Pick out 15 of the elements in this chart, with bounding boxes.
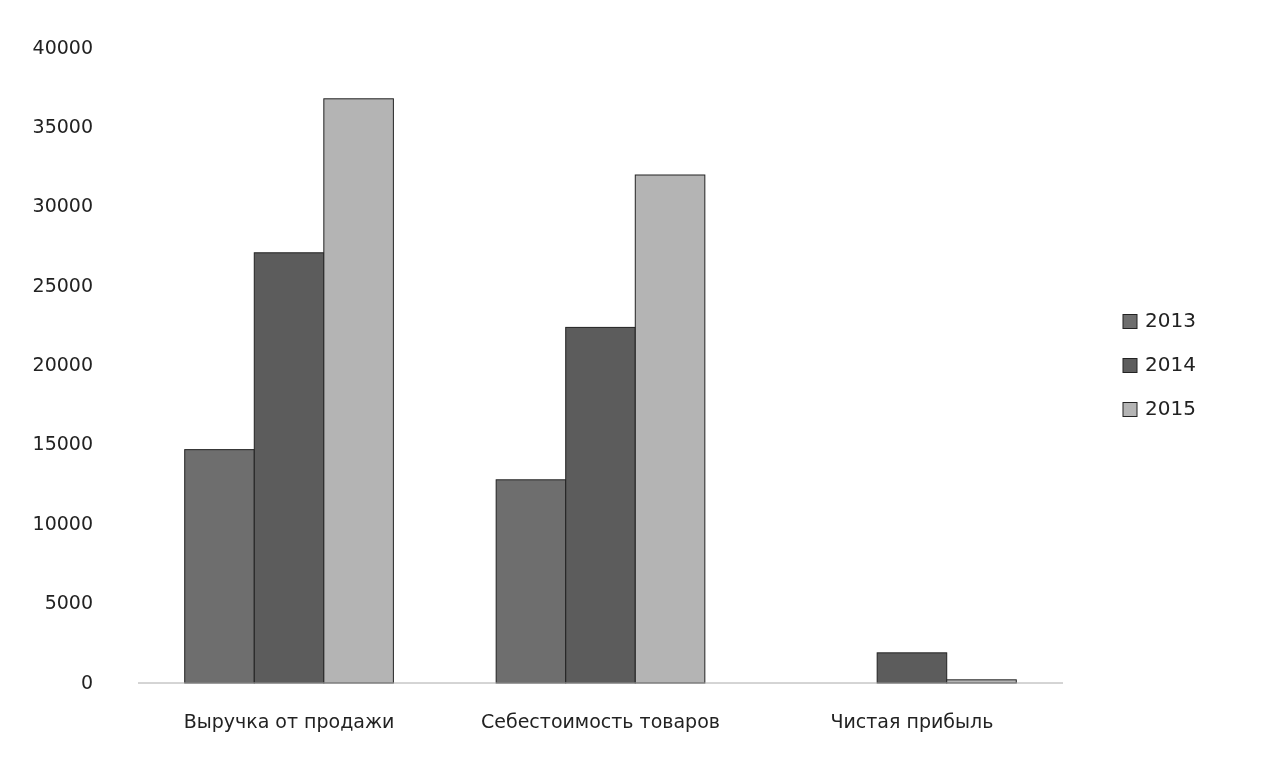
- y-tick-label: 25000: [32, 273, 93, 296]
- y-tick-label: 10000: [32, 511, 93, 534]
- y-tick-label: 35000: [32, 114, 93, 137]
- x-tick-label: Себестоимость товаров: [481, 710, 720, 732]
- legend-label: 2014: [1145, 352, 1196, 376]
- y-tick-label: 20000: [32, 353, 93, 375]
- x-tick-label: Выручка от продажи: [183, 710, 395, 732]
- y-tick-label: 5000: [44, 591, 93, 614]
- y-tick-label: 0: [80, 670, 93, 693]
- y-tick-label: 40000: [32, 35, 93, 58]
- legend-label: 2013: [1145, 308, 1196, 332]
- x-tick-label: Чистая прибыль: [830, 710, 994, 732]
- legend-label: 2015: [1145, 396, 1196, 420]
- y-tick-label: 15000: [32, 432, 93, 455]
- y-tick-label: 30000: [32, 194, 93, 217]
